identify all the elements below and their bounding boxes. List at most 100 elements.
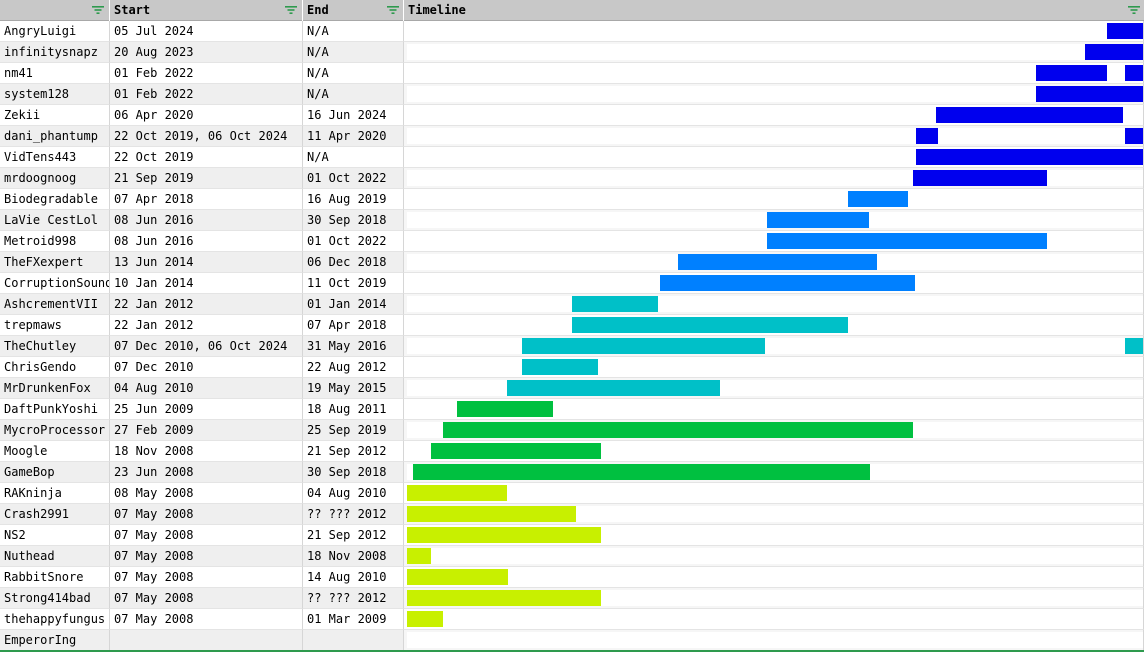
timeline-cell[interactable]	[404, 462, 1144, 483]
member-name-cell[interactable]: AngryLuigi	[0, 21, 110, 42]
member-name-cell[interactable]: trepmaws	[0, 315, 110, 336]
table-row[interactable]: Metroid998 08 Jun 2016 01 Oct 2022	[0, 231, 1144, 252]
start-date-cell[interactable]: 01 Feb 2022	[110, 63, 303, 84]
table-row[interactable]: TheChutley 07 Dec 2010, 06 Oct 2024 31 May…	[0, 336, 1144, 357]
member-name-cell[interactable]: MycroProcessor	[0, 420, 110, 441]
table-row[interactable]: infinitysnapz 20 Aug 2023 N/A	[0, 42, 1144, 63]
end-date-cell[interactable]: 01 Oct 2022	[303, 231, 404, 252]
end-date-cell[interactable]: 21 Sep 2012	[303, 441, 404, 462]
end-date-cell[interactable]: 21 Sep 2012	[303, 525, 404, 546]
timeline-filter-icon[interactable]	[1128, 5, 1140, 15]
timeline-cell[interactable]	[404, 231, 1144, 252]
timeline-cell[interactable]	[404, 630, 1144, 651]
timeline-cell[interactable]	[404, 294, 1144, 315]
table-row[interactable]: AshcrementVII 22 Jan 2012 01 Jan 2014	[0, 294, 1144, 315]
start-date-cell[interactable]: 06 Apr 2020	[110, 105, 303, 126]
table-row[interactable]: EmperorIng	[0, 630, 1144, 651]
table-row[interactable]: DaftPunkYoshi 25 Jun 2009 18 Aug 2011	[0, 399, 1144, 420]
table-row[interactable]: Nuthead 07 May 2008 18 Nov 2008	[0, 546, 1144, 567]
start-date-cell[interactable]: 07 May 2008	[110, 504, 303, 525]
table-row[interactable]: trepmaws 22 Jan 2012 07 Apr 2018	[0, 315, 1144, 336]
start-date-cell[interactable]: 13 Jun 2014	[110, 252, 303, 273]
timeline-cell[interactable]	[404, 567, 1144, 588]
end-date-cell[interactable]: N/A	[303, 42, 404, 63]
end-date-cell[interactable]: N/A	[303, 21, 404, 42]
table-row[interactable]: MycroProcessor 27 Feb 2009 25 Sep 2019	[0, 420, 1144, 441]
start-date-cell[interactable]: 07 May 2008	[110, 609, 303, 630]
header-start[interactable]: Start	[110, 0, 303, 21]
start-filter-icon[interactable]	[285, 5, 297, 15]
timeline-cell[interactable]	[404, 546, 1144, 567]
end-date-cell[interactable]: 16 Jun 2024	[303, 105, 404, 126]
member-name-cell[interactable]: TheFXexpert	[0, 252, 110, 273]
member-name-cell[interactable]: system128	[0, 84, 110, 105]
member-name-cell[interactable]: Moogle	[0, 441, 110, 462]
timeline-cell[interactable]	[404, 147, 1144, 168]
timeline-cell[interactable]	[404, 504, 1144, 525]
timeline-cell[interactable]	[404, 252, 1144, 273]
member-name-cell[interactable]: Biodegradable	[0, 189, 110, 210]
member-name-cell[interactable]: ChrisGendo	[0, 357, 110, 378]
member-name-cell[interactable]: Crash2991	[0, 504, 110, 525]
end-date-cell[interactable]: ?? ??? 2012	[303, 504, 404, 525]
end-date-cell[interactable]: 19 May 2015	[303, 378, 404, 399]
start-date-cell[interactable]: 22 Oct 2019, 06 Oct 2024	[110, 126, 303, 147]
end-date-cell[interactable]: 04 Aug 2010	[303, 483, 404, 504]
end-date-cell[interactable]: 01 Mar 2009	[303, 609, 404, 630]
end-date-cell[interactable]: 25 Sep 2019	[303, 420, 404, 441]
end-date-cell[interactable]: 11 Oct 2019	[303, 273, 404, 294]
start-date-cell[interactable]: 22 Jan 2012	[110, 315, 303, 336]
table-row[interactable]: GameBop 23 Jun 2008 30 Sep 2018	[0, 462, 1144, 483]
timeline-cell[interactable]	[404, 21, 1144, 42]
timeline-cell[interactable]	[404, 441, 1144, 462]
timeline-cell[interactable]	[404, 63, 1144, 84]
member-name-cell[interactable]: VidTens443	[0, 147, 110, 168]
start-date-cell[interactable]: 07 Apr 2018	[110, 189, 303, 210]
member-name-cell[interactable]: CorruptionSound	[0, 273, 110, 294]
table-row[interactable]: ChrisGendo 07 Dec 2010 22 Aug 2012	[0, 357, 1144, 378]
table-row[interactable]: RAKninja 08 May 2008 04 Aug 2010	[0, 483, 1144, 504]
timeline-cell[interactable]	[404, 126, 1144, 147]
end-date-cell[interactable]: N/A	[303, 147, 404, 168]
table-row[interactable]: CorruptionSound 10 Jan 2014 11 Oct 2019	[0, 273, 1144, 294]
table-row[interactable]: AngryLuigi 05 Jul 2024 N/A	[0, 21, 1144, 42]
end-date-cell[interactable]: 01 Oct 2022	[303, 168, 404, 189]
start-date-cell[interactable]: 07 Dec 2010, 06 Oct 2024	[110, 336, 303, 357]
member-name-cell[interactable]: mrdoognoog	[0, 168, 110, 189]
end-date-cell[interactable]: 01 Jan 2014	[303, 294, 404, 315]
table-row[interactable]: Moogle 18 Nov 2008 21 Sep 2012	[0, 441, 1144, 462]
member-name-cell[interactable]: infinitysnapz	[0, 42, 110, 63]
member-name-cell[interactable]: TheChutley	[0, 336, 110, 357]
table-row[interactable]: TheFXexpert 13 Jun 2014 06 Dec 2018	[0, 252, 1144, 273]
end-date-cell[interactable]	[303, 630, 404, 651]
timeline-cell[interactable]	[404, 588, 1144, 609]
table-row[interactable]: system128 01 Feb 2022 N/A	[0, 84, 1144, 105]
header-end[interactable]: End	[303, 0, 404, 21]
timeline-cell[interactable]	[404, 357, 1144, 378]
end-date-cell[interactable]: 16 Aug 2019	[303, 189, 404, 210]
table-row[interactable]: NS2 07 May 2008 21 Sep 2012	[0, 525, 1144, 546]
header-name[interactable]	[0, 0, 110, 21]
end-date-cell[interactable]: 18 Aug 2011	[303, 399, 404, 420]
member-name-cell[interactable]: NS2	[0, 525, 110, 546]
member-name-cell[interactable]: RAKninja	[0, 483, 110, 504]
start-date-cell[interactable]: 07 May 2008	[110, 567, 303, 588]
timeline-cell[interactable]	[404, 336, 1144, 357]
member-name-cell[interactable]: Strong414bad	[0, 588, 110, 609]
table-row[interactable]: Zekii 06 Apr 2020 16 Jun 2024	[0, 105, 1144, 126]
member-name-cell[interactable]: thehappyfungus	[0, 609, 110, 630]
name-filter-icon[interactable]	[92, 5, 104, 15]
start-date-cell[interactable]: 01 Feb 2022	[110, 84, 303, 105]
timeline-cell[interactable]	[404, 378, 1144, 399]
table-row[interactable]: LaVie CestLol 08 Jun 2016 30 Sep 2018	[0, 210, 1144, 231]
start-date-cell[interactable]: 21 Sep 2019	[110, 168, 303, 189]
timeline-cell[interactable]	[404, 168, 1144, 189]
table-row[interactable]: RabbitSnore 07 May 2008 14 Aug 2010	[0, 567, 1144, 588]
start-date-cell[interactable]: 20 Aug 2023	[110, 42, 303, 63]
member-name-cell[interactable]: LaVie CestLol	[0, 210, 110, 231]
timeline-cell[interactable]	[404, 105, 1144, 126]
member-name-cell[interactable]: nm41	[0, 63, 110, 84]
end-date-cell[interactable]: 30 Sep 2018	[303, 462, 404, 483]
member-name-cell[interactable]: RabbitSnore	[0, 567, 110, 588]
member-name-cell[interactable]: DaftPunkYoshi	[0, 399, 110, 420]
